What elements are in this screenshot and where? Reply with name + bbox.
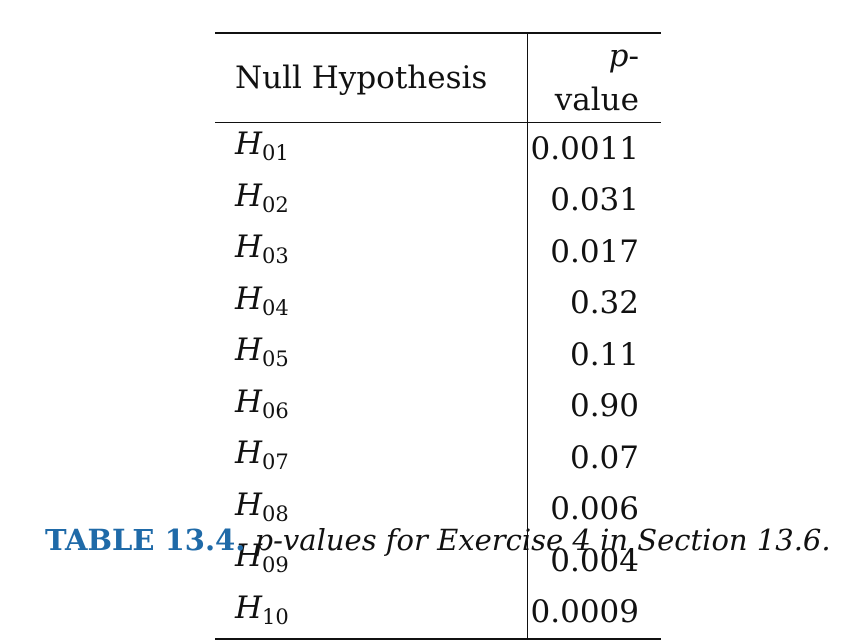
hypothesis-subscript: 01: [262, 141, 289, 165]
p-value-cell: 0.0009: [530, 594, 639, 630]
table-row: H07 0.07: [215, 432, 661, 484]
hypothesis-cell: H05: [215, 329, 528, 381]
hypothesis-subscript: 02: [262, 192, 289, 217]
hypothesis-letter: H: [235, 383, 263, 420]
table-row: H10 0.0009: [215, 586, 661, 639]
table-row: H05 0.11: [215, 329, 661, 381]
table-row: H06 0.90: [215, 380, 661, 432]
hypothesis-subscript: 07: [262, 450, 289, 474]
hypothesis-letter: H: [235, 486, 263, 523]
hypothesis-cell: H01: [215, 122, 528, 175]
table-caption: TABLE 13.4. p-values for Exercise 4 in S…: [45, 523, 845, 557]
hypothesis-subscript: 10: [262, 604, 289, 629]
hypothesis-letter: H: [235, 280, 263, 317]
header-p-rest: -value: [554, 38, 639, 118]
p-value-cell: 0.11: [569, 336, 639, 373]
table-row: H02 0.031: [215, 174, 661, 226]
header-p-italic: p: [608, 38, 629, 74]
hypothesis-letter: H: [235, 435, 263, 471]
hypothesis-subscript: 06: [262, 398, 289, 423]
hypothesis-cell: H04: [215, 277, 528, 329]
hypothesis-subscript: 04: [262, 295, 289, 320]
caption-label: TABLE 13.4.: [45, 523, 246, 557]
hypothesis-subscript: 05: [262, 347, 289, 371]
hypothesis-letter: H: [235, 332, 263, 368]
p-value-cell: 0.004: [550, 542, 639, 579]
hypothesis-letter: H: [235, 126, 263, 162]
p-value-cell: 0.32: [569, 285, 639, 321]
hypothesis-letter: H: [235, 538, 263, 574]
table-row: H04 0.32: [215, 277, 661, 329]
p-value-cell: 0.031: [550, 182, 639, 218]
header-p-value: p-value: [528, 33, 662, 123]
hypothesis-subscript: 03: [262, 244, 289, 268]
table-row: H08 0.006: [215, 483, 661, 535]
p-value-cell: 0.017: [550, 233, 639, 270]
table-header-row: Null Hypothesis p-value: [215, 33, 661, 123]
p-value-cell: 0.90: [569, 388, 639, 424]
header-null-hypothesis: Null Hypothesis: [215, 33, 528, 123]
hypothesis-cell: H06: [215, 380, 528, 432]
table-row: H03 0.017: [215, 226, 661, 278]
hypothesis-cell: H03: [215, 226, 528, 278]
hypothesis-cell: H10: [215, 586, 528, 639]
p-value-cell: 0.006: [550, 491, 639, 527]
hypothesis-letter: H: [235, 229, 263, 265]
hypothesis-cell: H08: [215, 483, 528, 535]
hypothesis-subscript: 08: [262, 501, 289, 526]
hypothesis-subscript: 09: [262, 553, 289, 577]
hypothesis-cell: H02: [215, 174, 528, 226]
hypothesis-cell: H07: [215, 432, 528, 484]
p-value-cell: 0.07: [569, 439, 639, 476]
table-row: H01 0.0011: [215, 122, 661, 175]
p-value-cell: 0.0011: [530, 130, 639, 167]
caption-text: p-values for Exercise 4 in Section 13.6.: [254, 523, 831, 557]
hypothesis-letter: H: [235, 177, 263, 214]
hypothesis-letter: H: [235, 589, 263, 626]
